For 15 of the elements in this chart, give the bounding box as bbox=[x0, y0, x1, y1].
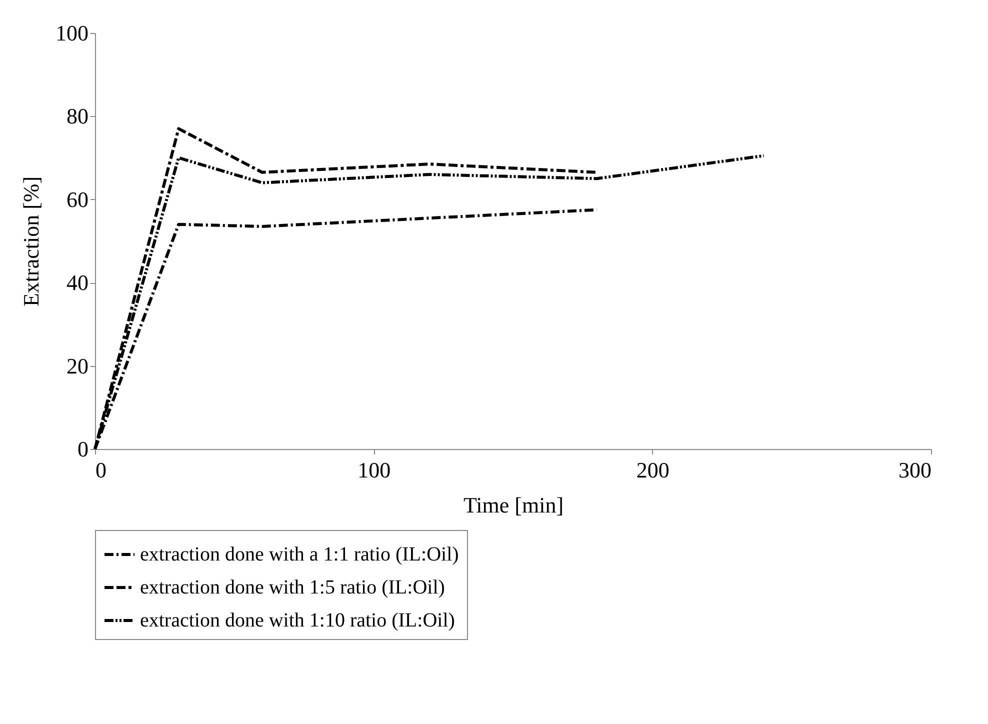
x-tick-label: 0 bbox=[96, 458, 106, 482]
y-tick-label: 80 bbox=[66, 104, 88, 129]
y-tick-label: 40 bbox=[66, 270, 88, 296]
y-tick-label: 60 bbox=[66, 186, 88, 212]
legend-label: extraction done with a 1:1 ratio (IL:Oil) bbox=[140, 544, 459, 566]
y-tick-label: 0 bbox=[78, 436, 88, 462]
legend-label: extraction done with 1:5 ratio (IL:Oil) bbox=[140, 576, 445, 598]
x-tick-label: 300 bbox=[898, 458, 932, 482]
y-tick-label: 100 bbox=[56, 20, 88, 46]
x-axis-title: Time [min] bbox=[463, 492, 564, 518]
y-tick-label: 20 bbox=[66, 353, 88, 378]
legend-label: extraction done with 1:10 ratio (IL:Oil) bbox=[140, 610, 455, 632]
y-axis-title: Extraction [%] bbox=[18, 176, 44, 307]
x-tick-label: 100 bbox=[358, 458, 391, 482]
x-tick-label: 200 bbox=[636, 458, 670, 482]
